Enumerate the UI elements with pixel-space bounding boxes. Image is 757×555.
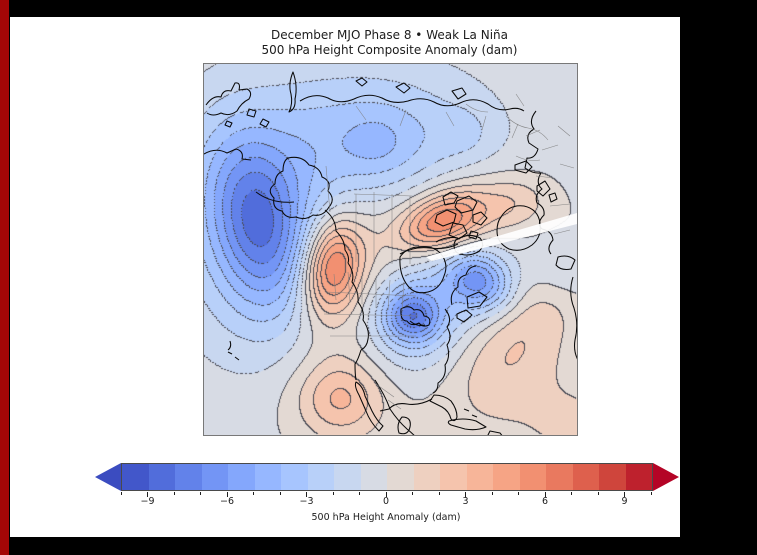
colorbar-under-extend-arrow bbox=[95, 463, 121, 491]
colorbar-tick bbox=[253, 492, 254, 495]
colorbar-gradient bbox=[121, 463, 653, 491]
colorbar-segment bbox=[175, 464, 202, 490]
colorbar-segment bbox=[546, 464, 573, 490]
colorbar-segment bbox=[307, 464, 334, 490]
colorbar-tick-label: 0 bbox=[382, 496, 390, 507]
colorbar-tick-label: 6 bbox=[541, 496, 549, 507]
colorbar-tick-label: −6 bbox=[219, 496, 234, 507]
colorbar-tick bbox=[385, 492, 387, 497]
colorbar-tick bbox=[650, 492, 652, 495]
colorbar-segment bbox=[148, 464, 175, 490]
colorbar-tick bbox=[597, 492, 599, 495]
colorbar-tick-label: −9 bbox=[140, 496, 155, 507]
colorbar-axis-label: 500 hPa Height Anomaly (dam) bbox=[311, 512, 461, 523]
colorbar-segment bbox=[254, 464, 281, 490]
figure-page: December MJO Phase 8 • Weak La Niña 500 … bbox=[10, 17, 680, 537]
colorbar-tick bbox=[226, 492, 228, 497]
colorbar-tick bbox=[120, 492, 122, 495]
colorbar-tick-label: 3 bbox=[462, 496, 469, 507]
colorbar-segment bbox=[201, 464, 228, 490]
colorbar-tick bbox=[147, 492, 148, 497]
plot-title-line-2: 500 hPa Height Composite Anomaly (dam) bbox=[261, 43, 518, 57]
colorbar-tick bbox=[438, 492, 440, 495]
colorbar-tick bbox=[571, 492, 572, 495]
left-edge-artifact bbox=[0, 0, 9, 555]
colorbar-segment bbox=[625, 464, 652, 490]
colorbar-tick bbox=[412, 492, 413, 495]
map-panel bbox=[203, 63, 578, 436]
colorbar-segment bbox=[466, 464, 493, 490]
colorbar-tick bbox=[518, 492, 519, 495]
colorbar-segment bbox=[572, 464, 599, 490]
colorbar-ticks bbox=[120, 491, 652, 499]
plot-title-line-1: December MJO Phase 8 • Weak La Niña bbox=[271, 28, 508, 42]
colorbar-tick bbox=[491, 492, 493, 495]
colorbar-tick-label: −3 bbox=[299, 496, 314, 507]
colorbar-segment bbox=[440, 464, 467, 490]
colorbar-tick bbox=[173, 492, 175, 495]
colorbar-segment bbox=[519, 464, 546, 490]
colorbar-tick bbox=[465, 492, 466, 497]
colorbar-segment bbox=[493, 464, 520, 490]
colorbar-segment bbox=[334, 464, 361, 490]
colorbar-bar bbox=[95, 463, 679, 491]
colorbar-segment bbox=[228, 464, 255, 490]
colorbar-tick-labels: −9 −6 −3 0 3 6 9 bbox=[121, 496, 651, 510]
colorbar-segment bbox=[281, 464, 308, 490]
colorbar-segment bbox=[413, 464, 440, 490]
colorbar-segment bbox=[387, 464, 414, 490]
colorbar-over-extend-arrow bbox=[653, 463, 679, 491]
anomaly-field-canvas bbox=[204, 64, 577, 435]
colorbar-tick bbox=[279, 492, 281, 495]
colorbar-segment bbox=[360, 464, 387, 490]
colorbar: −9 −6 −3 0 3 6 9 500 hPa Height Anomaly (dam) bbox=[95, 463, 679, 533]
colorbar-tick bbox=[544, 492, 546, 497]
colorbar-segment bbox=[122, 464, 149, 490]
plot-title: December MJO Phase 8 • Weak La Niña 500 … bbox=[203, 28, 576, 58]
colorbar-segment bbox=[599, 464, 626, 490]
colorbar-tick bbox=[306, 492, 307, 497]
colorbar-tick bbox=[624, 492, 625, 497]
colorbar-tick bbox=[200, 492, 201, 495]
colorbar-tick bbox=[332, 492, 334, 495]
colorbar-tick bbox=[359, 492, 360, 495]
colorbar-tick-label: 9 bbox=[621, 496, 628, 507]
